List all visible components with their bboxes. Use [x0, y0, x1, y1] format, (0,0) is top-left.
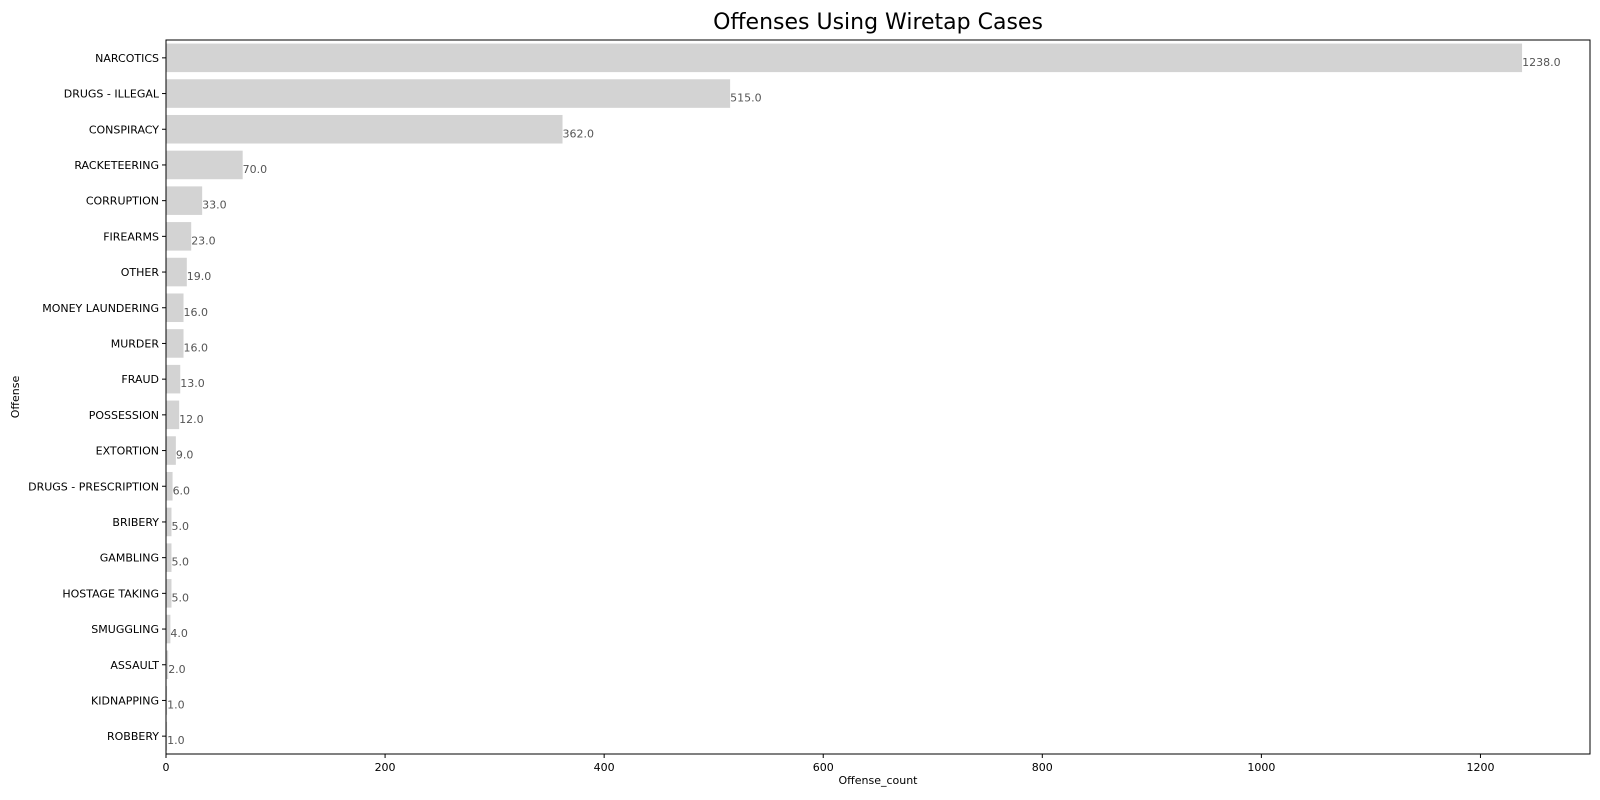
- plot-frame: [165, 39, 1591, 755]
- x-tick-label: 400: [594, 761, 615, 774]
- bar: [166, 186, 203, 215]
- bar: [166, 614, 171, 644]
- y-tick-label: DRUGS - PRESCRIPTION: [28, 480, 159, 493]
- bar: [166, 79, 731, 108]
- bar: [166, 150, 243, 180]
- y-tick-label: HOSTAGE TAKING: [62, 587, 159, 600]
- bars-group: 1238.0 515.0 362.0 70.0 33.0 23.0 19.0 16.0 16.0…: [166, 43, 1561, 751]
- y-tick-label: ASSAULT: [110, 659, 159, 672]
- bar-value-label: 19.0: [187, 270, 212, 283]
- y-tick-label: ROBBERY: [107, 730, 159, 743]
- bar-value-label: 6.0: [173, 484, 191, 497]
- y-tick-label: GAMBLING: [100, 552, 159, 565]
- x-tick-label: 800: [1032, 761, 1053, 774]
- bar: [166, 436, 176, 465]
- bar-value-label: 12.0: [179, 413, 204, 426]
- bar: [166, 222, 192, 251]
- x-axis-label: Offense_count: [838, 774, 918, 787]
- bar: [166, 364, 181, 394]
- y-tick-label: SMUGGLING: [91, 623, 159, 636]
- x-tick-label: 0: [163, 761, 170, 774]
- y-tick-label: POSSESSION: [89, 409, 159, 422]
- bar-value-label: 5.0: [171, 520, 189, 533]
- y-tick-label: DRUGS - ILLEGAL: [64, 88, 160, 101]
- bar: [166, 400, 180, 430]
- bar-value-label: 2.0: [168, 663, 186, 676]
- y-axis-label: Offense: [9, 376, 22, 419]
- bar-value-label: 515.0: [730, 92, 762, 105]
- y-tick-label: KIDNAPPING: [91, 694, 159, 707]
- y-tick-label: CONSPIRACY: [89, 123, 159, 136]
- bar-value-label: 16.0: [184, 341, 209, 354]
- bar-value-label: 5.0: [171, 591, 189, 604]
- bar-value-label: 1238.0: [1522, 56, 1561, 69]
- bar: [166, 329, 184, 358]
- y-tick-label: FIREARMS: [103, 230, 159, 243]
- bar: [166, 686, 168, 715]
- y-tick-label: CORRUPTION: [86, 195, 159, 208]
- bar-value-label: 1.0: [167, 734, 185, 747]
- bar-value-label: 23.0: [191, 234, 216, 247]
- x-axis: 0 200 400 600 800 1000 1200: [163, 754, 1494, 774]
- chart-title: Offenses Using Wiretap Cases: [713, 10, 1043, 35]
- bar-value-label: 4.0: [170, 627, 188, 640]
- y-tick-label: BRIBERY: [112, 516, 159, 529]
- bar: [166, 721, 168, 751]
- x-tick-label: 600: [813, 761, 834, 774]
- bar-value-label: 9.0: [176, 449, 194, 462]
- bar: [166, 650, 169, 680]
- bar: [166, 293, 184, 323]
- bar-value-label: 362.0: [563, 127, 595, 140]
- bar: [166, 471, 173, 501]
- x-tick-label: 1200: [1466, 761, 1494, 774]
- bar-value-label: 13.0: [180, 377, 205, 390]
- bar: [166, 507, 172, 537]
- bar-value-label: 33.0: [202, 199, 227, 212]
- y-tick-label: FRAUD: [121, 373, 159, 386]
- bar-value-label: 5.0: [171, 556, 189, 569]
- x-tick-label: 200: [375, 761, 396, 774]
- y-tick-label: EXTORTION: [96, 445, 159, 458]
- bar-value-label: 16.0: [184, 306, 209, 319]
- y-tick-label: MURDER: [111, 337, 160, 350]
- x-tick-label: 1000: [1247, 761, 1275, 774]
- bar: [166, 257, 187, 287]
- y-tick-label: RACKETEERING: [74, 159, 159, 172]
- bar: [166, 579, 172, 608]
- y-tick-label: NARCOTICS: [95, 52, 159, 65]
- bar: [166, 43, 1523, 73]
- bar-value-label: 1.0: [167, 698, 185, 711]
- y-axis: NARCOTICS DRUGS - ILLEGAL CONSPIRACY RACKET…: [28, 52, 166, 743]
- bar: [166, 543, 172, 572]
- bar-value-label: 70.0: [243, 163, 268, 176]
- bar: [166, 114, 563, 144]
- y-tick-label: OTHER: [121, 266, 160, 279]
- y-tick-label: MONEY LAUNDERING: [42, 302, 159, 315]
